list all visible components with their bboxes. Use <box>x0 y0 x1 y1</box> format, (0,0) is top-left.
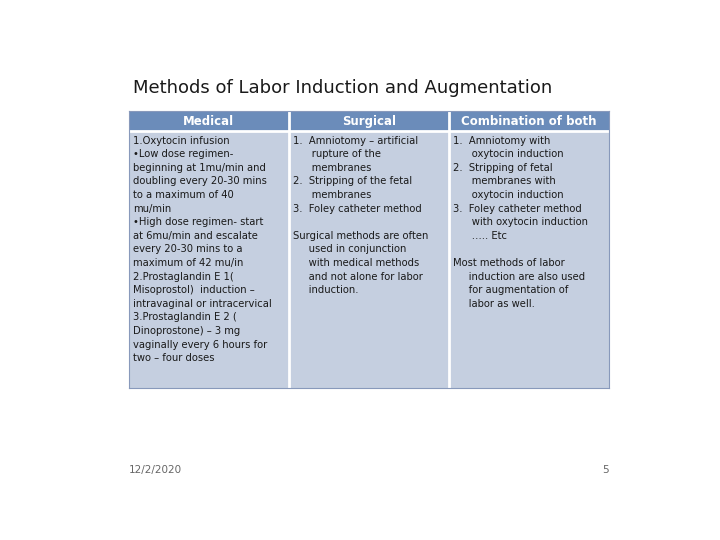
Bar <box>129 131 289 388</box>
Bar <box>449 131 609 388</box>
Text: Methods of Labor Induction and Augmentation: Methods of Labor Induction and Augmentat… <box>132 79 552 97</box>
Text: 5: 5 <box>603 465 609 475</box>
Text: 1.  Amniotomy with
      oxytocin induction
2.  Stripping of fetal
      membran: 1. Amniotomy with oxytocin induction 2. … <box>453 136 588 309</box>
Bar <box>449 111 609 131</box>
Text: 1.  Amniotomy – artificial
      rupture of the
      membranes
2.  Stripping of: 1. Amniotomy – artificial rupture of the… <box>293 136 428 295</box>
Text: Combination of both: Combination of both <box>462 114 597 127</box>
Text: 12/2/2020: 12/2/2020 <box>129 465 182 475</box>
Bar <box>289 131 449 388</box>
Text: Medical: Medical <box>184 114 235 127</box>
Bar <box>129 111 289 131</box>
Text: Surgical: Surgical <box>342 114 396 127</box>
Text: 1.Oxytocin infusion
•Low dose regimen-
beginning at 1mu/min and
doubling every 2: 1.Oxytocin infusion •Low dose regimen- b… <box>132 136 271 363</box>
Bar <box>289 111 449 131</box>
